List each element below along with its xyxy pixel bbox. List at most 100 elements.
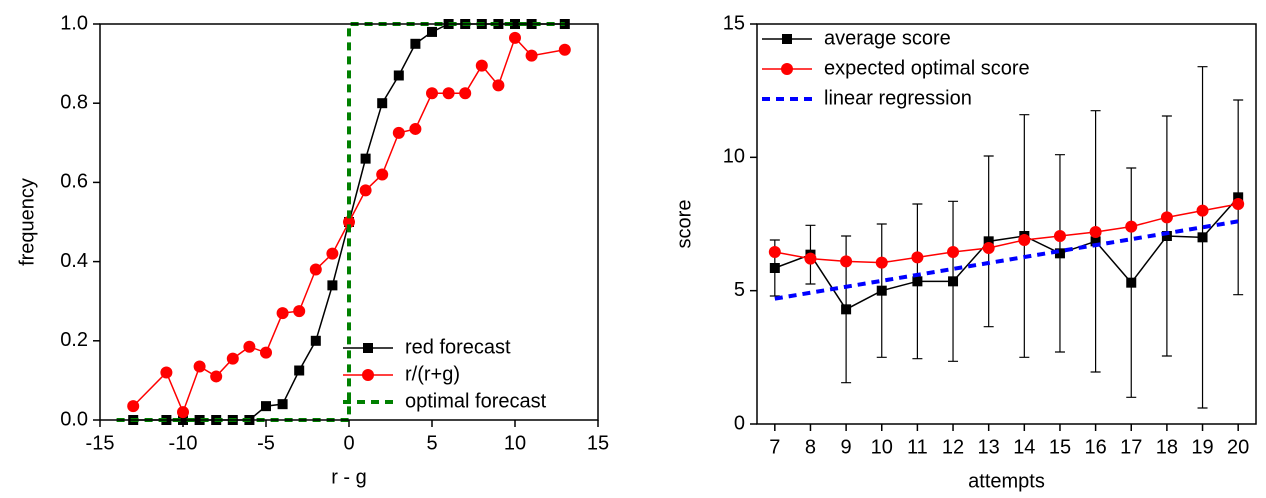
marker bbox=[1053, 230, 1066, 242]
x-tick-label: 20 bbox=[1227, 436, 1249, 458]
x-tick-label: 15 bbox=[587, 432, 609, 454]
x-axis-label: attempts bbox=[968, 470, 1045, 492]
marker bbox=[261, 401, 271, 412]
marker bbox=[127, 400, 140, 413]
marker bbox=[1090, 236, 1101, 247]
marker bbox=[492, 79, 505, 92]
marker bbox=[177, 406, 189, 419]
marker bbox=[427, 26, 437, 37]
x-tick-label: 10 bbox=[504, 432, 526, 454]
x-tick-label: 17 bbox=[1120, 436, 1142, 458]
legend-marker bbox=[782, 34, 792, 44]
marker bbox=[840, 255, 853, 268]
marker bbox=[377, 98, 388, 109]
legend-label: average score bbox=[824, 27, 951, 49]
legend-label: red forecast bbox=[405, 336, 511, 358]
marker bbox=[326, 247, 339, 260]
marker bbox=[409, 122, 422, 135]
legend-label: expected optimal score bbox=[824, 57, 1030, 79]
series-line bbox=[774, 196, 1239, 311]
marker bbox=[768, 246, 781, 258]
x-tick-label: 13 bbox=[978, 436, 1000, 458]
marker bbox=[393, 70, 404, 81]
marker bbox=[1089, 226, 1102, 238]
x-tick-label: -5 bbox=[257, 432, 275, 454]
y-axis-label: frequency bbox=[16, 178, 38, 266]
plot-frame bbox=[756, 23, 1257, 425]
marker bbox=[294, 365, 305, 376]
x-tick-label: -15 bbox=[86, 432, 115, 454]
marker bbox=[210, 370, 223, 383]
marker bbox=[841, 304, 852, 315]
marker bbox=[558, 43, 571, 56]
marker bbox=[359, 184, 372, 197]
y-tick-label: 0.6 bbox=[60, 171, 88, 193]
marker bbox=[243, 340, 256, 353]
marker bbox=[1054, 248, 1065, 259]
marker bbox=[260, 346, 272, 359]
y-tick-label: 1.0 bbox=[60, 12, 88, 34]
legend-marker bbox=[781, 63, 793, 75]
marker bbox=[983, 236, 994, 247]
marker bbox=[1196, 204, 1209, 217]
marker bbox=[392, 126, 405, 139]
marker bbox=[1161, 231, 1172, 241]
y-tick-label: 5 bbox=[734, 279, 745, 301]
marker bbox=[277, 399, 288, 410]
marker bbox=[442, 87, 455, 100]
legend-marker bbox=[363, 343, 373, 353]
marker bbox=[309, 263, 322, 276]
marker bbox=[426, 87, 438, 100]
y-tick-label: 10 bbox=[723, 146, 745, 168]
x-tick-label: 14 bbox=[1013, 436, 1035, 458]
marker bbox=[410, 38, 421, 49]
marker bbox=[875, 256, 888, 269]
marker bbox=[525, 49, 538, 62]
y-tick-label: 0 bbox=[734, 412, 745, 434]
y-tick-label: 0.8 bbox=[60, 91, 88, 113]
x-tick-label: 0 bbox=[343, 432, 354, 454]
x-tick-label: 15 bbox=[1049, 436, 1071, 458]
marker bbox=[310, 335, 321, 346]
marker bbox=[912, 276, 923, 287]
legend-label: linear regression bbox=[824, 87, 972, 109]
y-tick-label: 0.2 bbox=[60, 329, 88, 351]
marker bbox=[947, 246, 960, 258]
y-axis-label: score bbox=[673, 200, 695, 249]
marker bbox=[911, 251, 924, 264]
marker bbox=[1125, 220, 1138, 233]
x-tick-label: 10 bbox=[871, 436, 893, 458]
x-axis-label: r - g bbox=[331, 466, 367, 488]
x-tick-label: 9 bbox=[841, 436, 852, 458]
y-tick-label: 0.0 bbox=[60, 408, 88, 430]
y-tick-label: 0.4 bbox=[60, 250, 88, 272]
marker bbox=[276, 307, 289, 320]
legend-label: r/(r+g) bbox=[405, 363, 460, 385]
x-tick-label: 8 bbox=[805, 436, 816, 458]
marker bbox=[327, 280, 338, 291]
marker bbox=[1232, 198, 1245, 210]
marker bbox=[475, 59, 488, 72]
legend-marker bbox=[362, 369, 374, 381]
y-tick-label: 15 bbox=[723, 12, 745, 34]
x-tick-label: 16 bbox=[1084, 436, 1106, 458]
marker bbox=[982, 242, 995, 254]
marker bbox=[1160, 211, 1173, 224]
x-tick-label: 11 bbox=[907, 436, 928, 458]
x-tick-label: 12 bbox=[942, 436, 964, 458]
x-tick-label: 5 bbox=[426, 432, 437, 454]
marker bbox=[376, 168, 389, 181]
legend-label: optimal forecast bbox=[405, 390, 547, 412]
marker bbox=[948, 276, 959, 287]
marker bbox=[769, 263, 780, 273]
x-tick-label: -10 bbox=[169, 432, 198, 454]
marker bbox=[343, 216, 355, 228]
marker bbox=[1126, 277, 1137, 288]
marker bbox=[226, 352, 239, 365]
marker bbox=[293, 305, 306, 318]
x-tick-label: 19 bbox=[1191, 436, 1213, 458]
x-tick-label: 7 bbox=[769, 436, 780, 458]
x-tick-label: 18 bbox=[1156, 436, 1178, 458]
marker bbox=[360, 153, 371, 164]
